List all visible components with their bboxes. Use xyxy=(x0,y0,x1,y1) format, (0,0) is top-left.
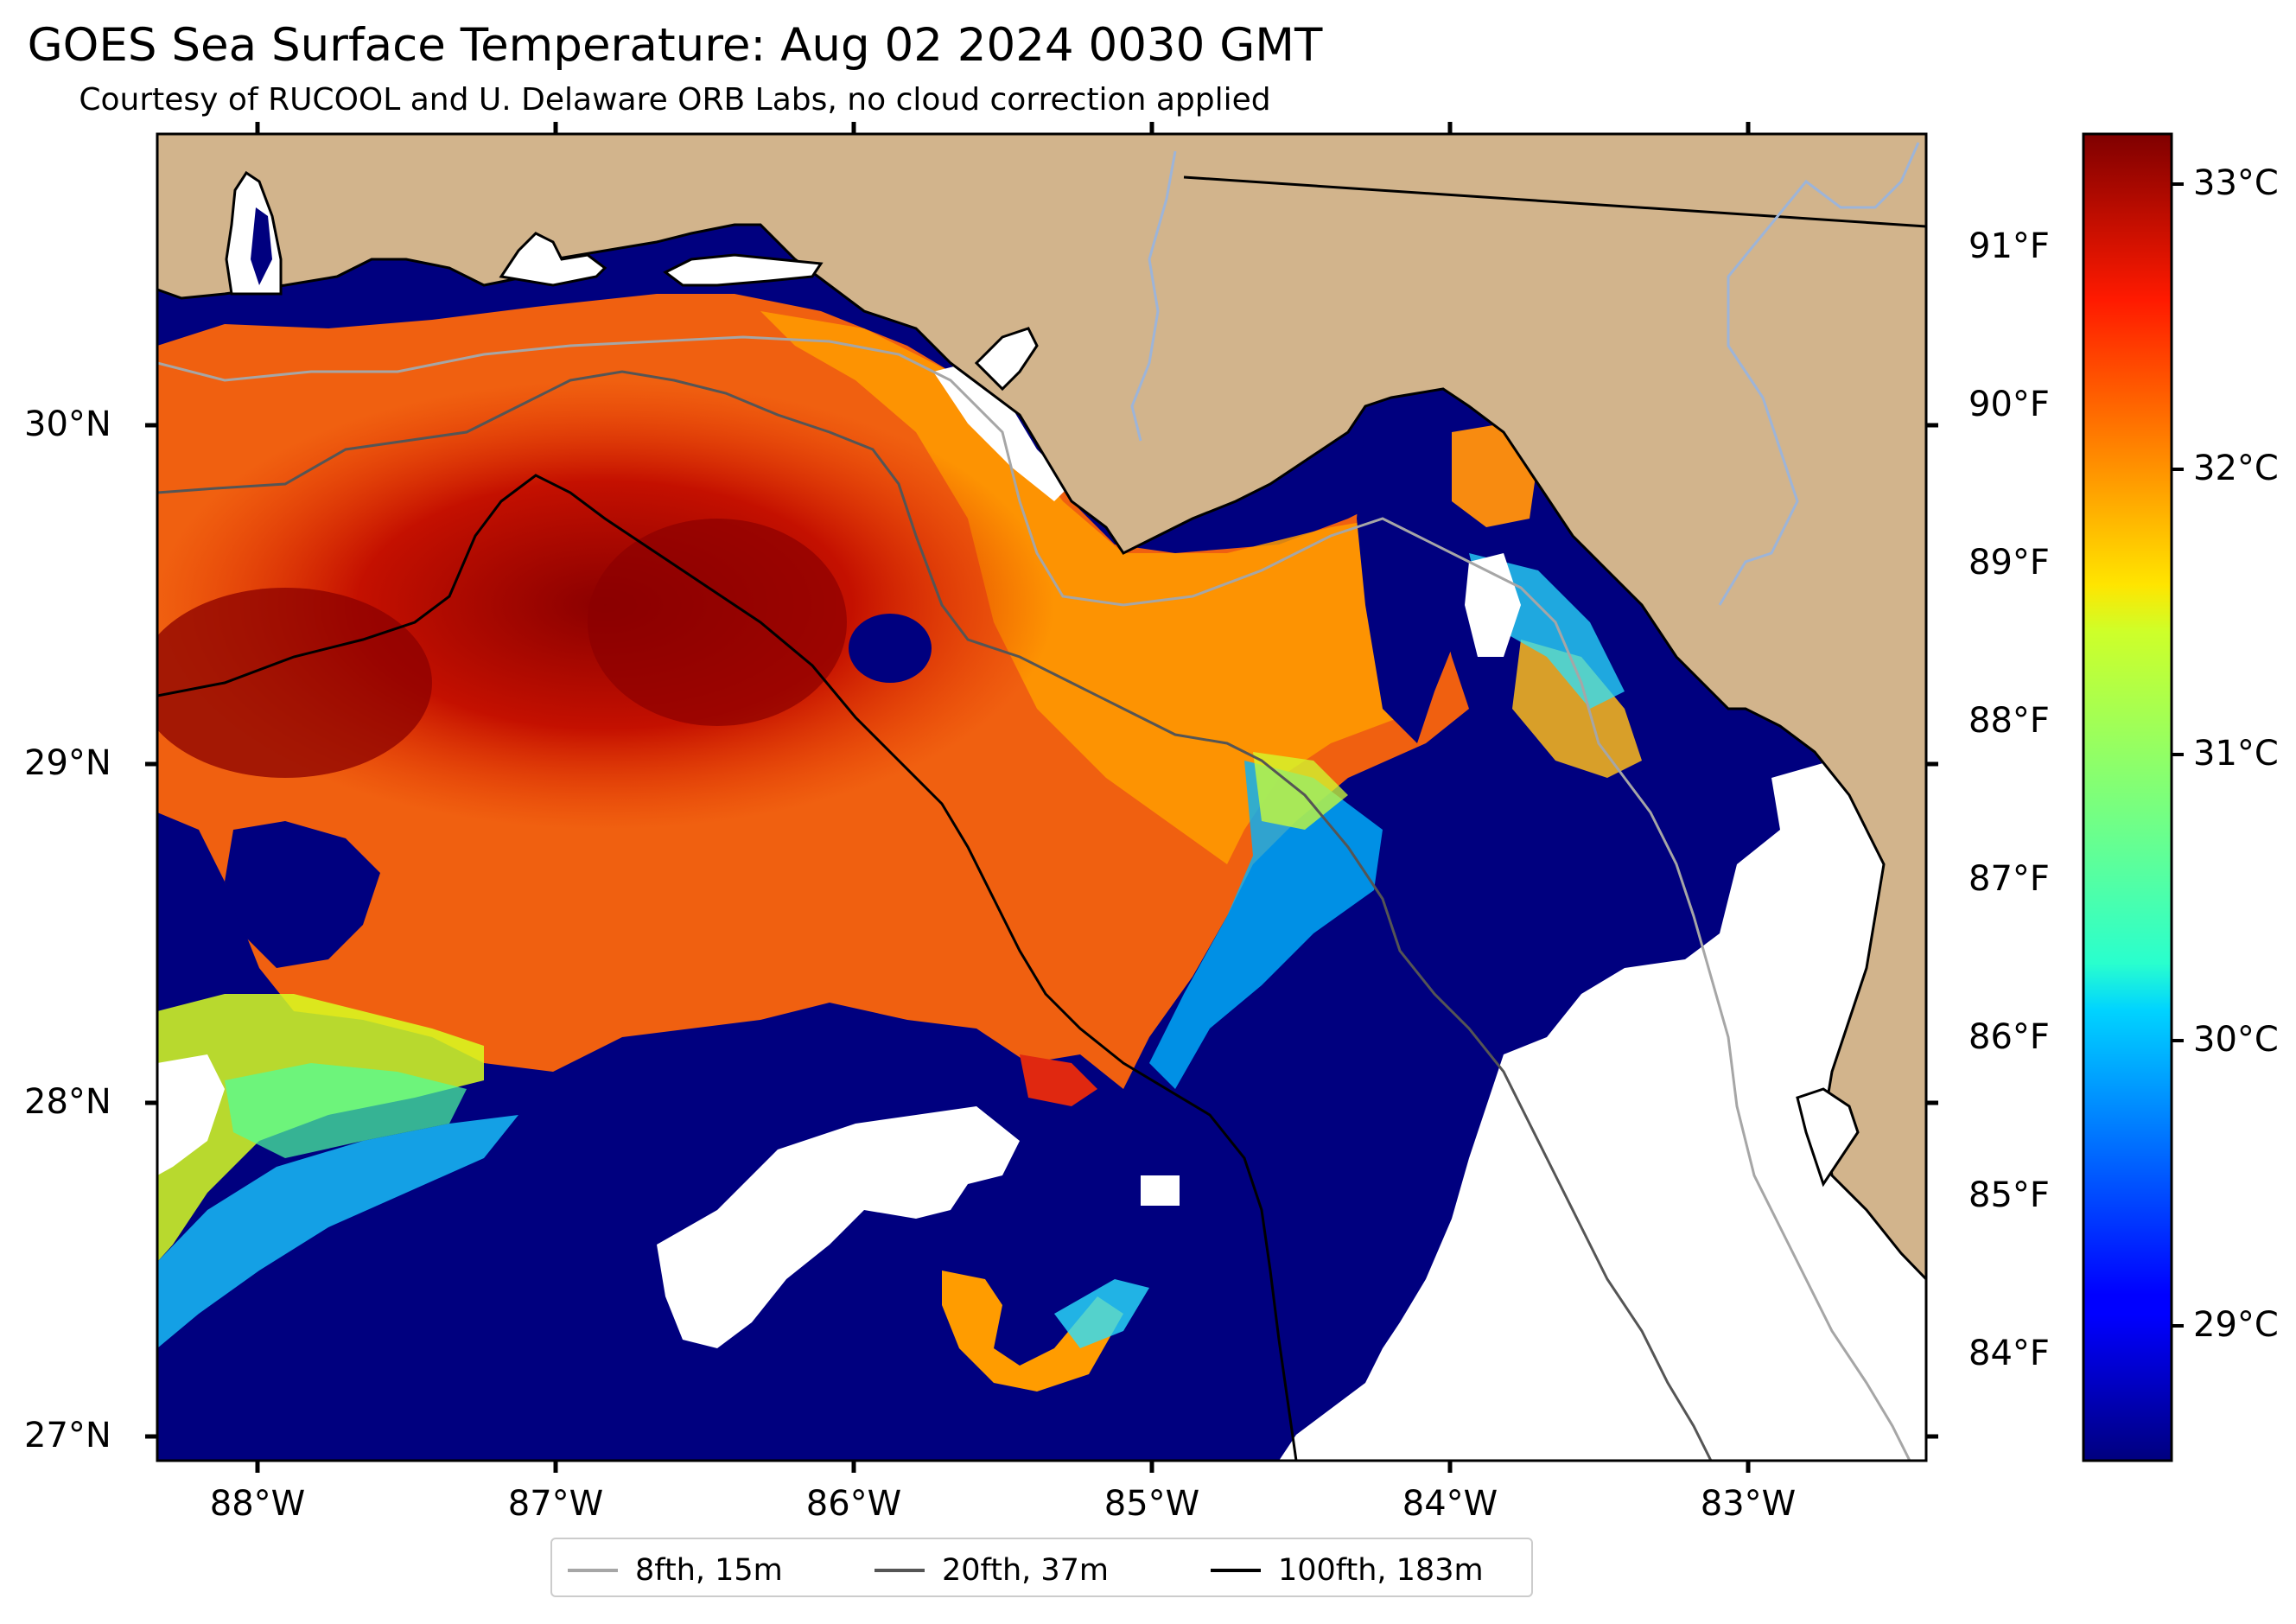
isobath-100fth xyxy=(157,474,1298,1461)
lon-label-83: 83°W xyxy=(1700,1484,1797,1524)
apalachicola-bay xyxy=(974,327,1039,392)
lat-label-27: 27°N xyxy=(24,1416,111,1455)
tampa-bay xyxy=(1796,1087,1860,1188)
lon-label-88: 88°W xyxy=(209,1484,306,1524)
hot-core-central xyxy=(588,519,847,726)
legend-label-100fth: 100fth, 183m xyxy=(1278,1553,1484,1588)
colorbar-label-33: 33°C xyxy=(2193,163,2279,203)
red-patch-south xyxy=(1020,1054,1097,1106)
no-data-west xyxy=(157,1054,225,1175)
map-subtitle: Courtesy of RUCOOL and U. Delaware ORB L… xyxy=(79,82,1271,118)
cold-patch-small xyxy=(849,614,932,683)
cold-patch-east-pocket xyxy=(1357,411,1469,743)
fringe-south xyxy=(157,994,484,1262)
temp-f-label-87: 87°F xyxy=(1968,859,2050,899)
legend-swatch-8fth xyxy=(568,1569,618,1572)
legend-label-20fth: 20fth, 37m xyxy=(942,1553,1110,1588)
cold-patch-west xyxy=(225,821,380,968)
river-apalachicola xyxy=(1130,150,1177,442)
hot-core-west xyxy=(157,588,432,778)
lon-label-86: 86°W xyxy=(805,1484,902,1524)
map-title: GOES Sea Surface Temperature: Aug 02 202… xyxy=(27,19,1323,72)
left-ticks xyxy=(145,423,157,1439)
legend-swatch-100fth xyxy=(1211,1569,1261,1572)
temp-f-label-85: 85°F xyxy=(1968,1175,2050,1215)
pensacola-bay xyxy=(499,232,607,287)
temp-f-label-86: 86°F xyxy=(1968,1017,2050,1057)
lon-label-84: 84°W xyxy=(1402,1484,1498,1524)
lon-ticks xyxy=(255,122,1751,1473)
fringe-southwest-cyan xyxy=(157,1115,518,1348)
temp-f-label-90: 90°F xyxy=(1968,385,2050,424)
isobath-8fth xyxy=(157,335,1911,1461)
legend-swatch-20fth xyxy=(875,1569,925,1572)
lon-label-87: 87°W xyxy=(507,1484,604,1524)
colorbar-label-29: 29°C xyxy=(2193,1305,2279,1345)
state-boundary xyxy=(1183,175,1926,228)
lat-label-28: 28°N xyxy=(24,1082,111,1122)
temp-f-label-88: 88°F xyxy=(1968,701,2050,741)
lon-label-85: 85°W xyxy=(1103,1484,1200,1524)
isobath-20fth xyxy=(157,370,1713,1461)
choctawhatchee-bay xyxy=(663,253,824,287)
lat-label-29: 29°N xyxy=(24,743,111,783)
colorbar xyxy=(2082,132,2173,1462)
fringe-east-cyan xyxy=(1149,761,1383,1089)
colorbar-label-30: 30°C xyxy=(2193,1020,2279,1060)
no-data-south-central xyxy=(657,1106,1020,1348)
right-ticks xyxy=(1926,423,1938,1439)
river-suwannee xyxy=(1718,142,1920,606)
no-data-pocket xyxy=(1465,553,1521,657)
colorbar-ticks xyxy=(2172,182,2184,1328)
cyan-patch-south xyxy=(1054,1279,1149,1348)
temp-f-label-89: 89°F xyxy=(1968,543,2050,583)
mobile-bay-water xyxy=(251,207,272,285)
map-frame xyxy=(156,132,1928,1462)
fringe-southwest-green xyxy=(225,1063,467,1158)
colorbar-label-32: 32°C xyxy=(2193,449,2279,488)
temp-f-label-91: 91°F xyxy=(1968,226,2050,266)
no-data-southeast xyxy=(1279,778,1926,1461)
warm-patch-south xyxy=(942,1271,1123,1392)
temp-f-label-84: 84°F xyxy=(1968,1334,2050,1373)
warm-patch-bigbend-south xyxy=(1512,640,1642,778)
colorbar-label-31: 31°C xyxy=(2193,734,2279,774)
no-data-speck xyxy=(1141,1175,1180,1206)
lat-label-30: 30°N xyxy=(24,404,111,444)
isobath-legend: 8fth, 15m 20fth, 37m 100fth, 183m xyxy=(550,1538,1533,1597)
legend-label-8fth: 8fth, 15m xyxy=(635,1553,783,1588)
